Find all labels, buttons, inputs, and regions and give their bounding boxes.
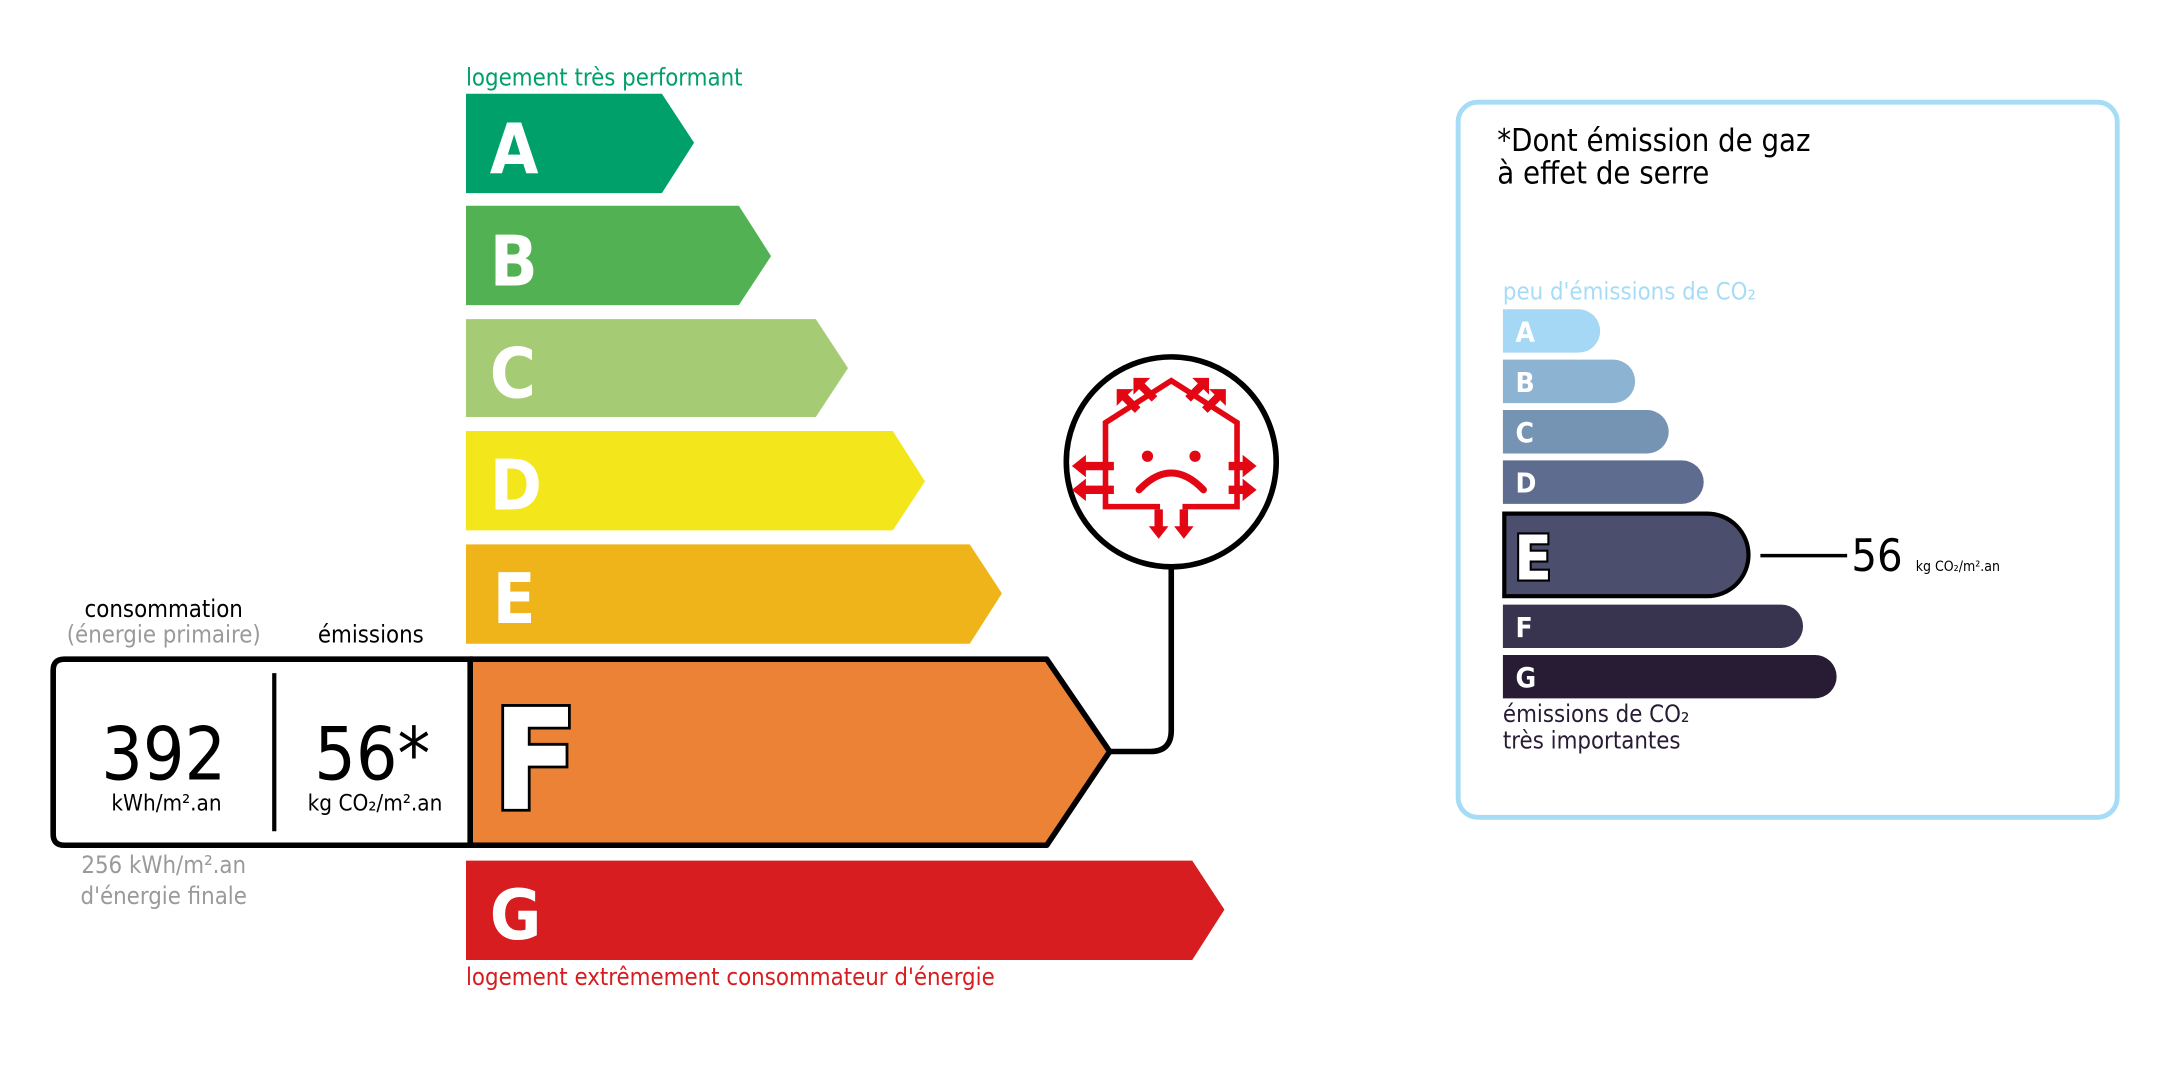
values-box — [50, 656, 473, 849]
energy-letter-f: F — [493, 680, 579, 843]
ges-value: 56 — [1851, 529, 1902, 582]
ges-class-d: D — [1502, 460, 1704, 504]
ges-bar-b — [1502, 359, 1636, 404]
ges-bar-g — [1502, 654, 1837, 699]
ges-class-g: G — [1502, 654, 1837, 699]
emissions-value: 56* — [314, 712, 430, 797]
ges-title-line1: *Dont émission de gaz — [1497, 123, 1810, 159]
energy-letter-b: B — [490, 222, 538, 303]
ges-top-label: peu d'émissions de CO₂ — [1503, 278, 1756, 306]
energy-bar-e — [465, 544, 1002, 644]
ges-bar-c — [1502, 410, 1669, 454]
ges-bar-a — [1502, 309, 1601, 353]
energy-bar-d — [465, 431, 925, 531]
energy-letter-c: C — [490, 333, 536, 414]
energy-bar-a — [465, 93, 695, 194]
energy-bar-g — [465, 860, 1225, 961]
ges-title-line2: à effet de serre — [1497, 155, 1709, 191]
ges-class-b: B — [1502, 359, 1636, 404]
ges-bar-d — [1502, 460, 1704, 504]
energy-class-f-active: F — [467, 656, 1113, 849]
consumption-subheader: (énergie primaire) — [67, 620, 261, 648]
energy-class-c: C — [465, 319, 849, 418]
energy-letter-a: A — [490, 110, 539, 191]
ges-letter-g: G — [1516, 661, 1537, 694]
ges-bar-f — [1502, 604, 1804, 648]
energy-class-a: A — [465, 93, 695, 194]
consumption-value: 392 — [101, 712, 226, 797]
ges-letter-f: F — [1516, 611, 1533, 644]
ges-bottom-label-line1: émissions de CO₂ — [1503, 700, 1690, 728]
ges-class-f: F — [1502, 604, 1804, 648]
energy-class-e: E — [465, 544, 1002, 644]
final-energy-value: 256 kWh/m².an — [81, 851, 246, 879]
ges-bar-e — [1502, 511, 1751, 599]
energy-letter-d: D — [490, 445, 542, 526]
ges-letter-c: C — [1516, 416, 1534, 449]
energy-bar-c — [465, 319, 849, 418]
ges-unit: kg CO₂/m².an — [1916, 559, 2000, 575]
ges-bottom-label-line2: très importantes — [1503, 727, 1681, 755]
top-performance-label: logement très performant — [466, 63, 743, 91]
ges-class-e-active: E — [1502, 511, 1751, 599]
ges-class-a: A — [1502, 309, 1601, 353]
bottom-performance-label: logement extrêmement consommateur d'éner… — [466, 963, 995, 991]
ges-letter-a: A — [1516, 315, 1536, 348]
ges-letter-e: E — [1514, 522, 1552, 594]
energy-class-d: D — [465, 431, 925, 531]
emissions-unit: kg CO₂/m².an — [308, 790, 443, 816]
consumption-unit: kWh/m².an — [111, 790, 221, 816]
ges-letter-d: D — [1516, 467, 1537, 500]
ges-class-c: C — [1502, 410, 1669, 454]
energy-letter-g: G — [490, 875, 542, 956]
energy-bar-b — [465, 205, 772, 306]
ges-letter-b: B — [1516, 366, 1535, 399]
energy-class-b: B — [465, 205, 772, 306]
sad-house-heat-loss-icon — [1063, 354, 1280, 570]
badge-connector — [1109, 566, 1175, 755]
emissions-header: émissions — [318, 620, 424, 648]
energy-letter-e: E — [493, 559, 536, 640]
final-energy-label: d'énergie finale — [81, 882, 247, 910]
energy-class-g: G — [465, 860, 1225, 961]
consumption-header: consommation — [85, 595, 243, 623]
